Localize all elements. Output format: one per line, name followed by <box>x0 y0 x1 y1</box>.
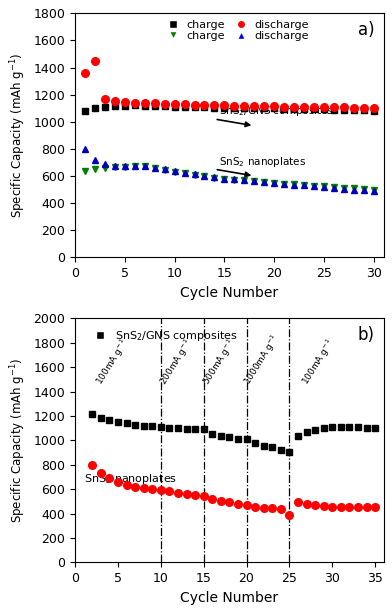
Legend: SnS$_2$/GNS composites: SnS$_2$/GNS composites <box>87 327 240 345</box>
Legend: charge, charge, discharge, discharge: charge, charge, discharge, discharge <box>161 19 310 42</box>
Y-axis label: Specific Capacity (mAh g$^{-1}$): Specific Capacity (mAh g$^{-1}$) <box>8 53 28 218</box>
Text: 100mA g$^{-1}$: 100mA g$^{-1}$ <box>299 337 338 388</box>
Text: SnS$_2$ nanoplates: SnS$_2$ nanoplates <box>84 472 178 486</box>
X-axis label: Cycle Number: Cycle Number <box>180 286 278 300</box>
Text: 100mA g$^{-1}$: 100mA g$^{-1}$ <box>93 337 132 388</box>
Text: 500mA g$^{-1}$: 500mA g$^{-1}$ <box>200 337 240 388</box>
Text: 200mA g$^{-1}$: 200mA g$^{-1}$ <box>157 337 197 388</box>
Text: a): a) <box>358 21 374 39</box>
Text: b): b) <box>358 326 374 344</box>
X-axis label: Cycle Number: Cycle Number <box>180 591 278 604</box>
Text: 1000mA g$^{-1}$: 1000mA g$^{-1}$ <box>241 332 284 388</box>
Text: SnS$_2$ nanoplates: SnS$_2$ nanoplates <box>220 154 307 169</box>
Text: SnS$_2$/GNS composites: SnS$_2$/GNS composites <box>220 104 334 118</box>
Y-axis label: Specific Capacity (mAh g$^{-1}$): Specific Capacity (mAh g$^{-1}$) <box>8 357 28 523</box>
